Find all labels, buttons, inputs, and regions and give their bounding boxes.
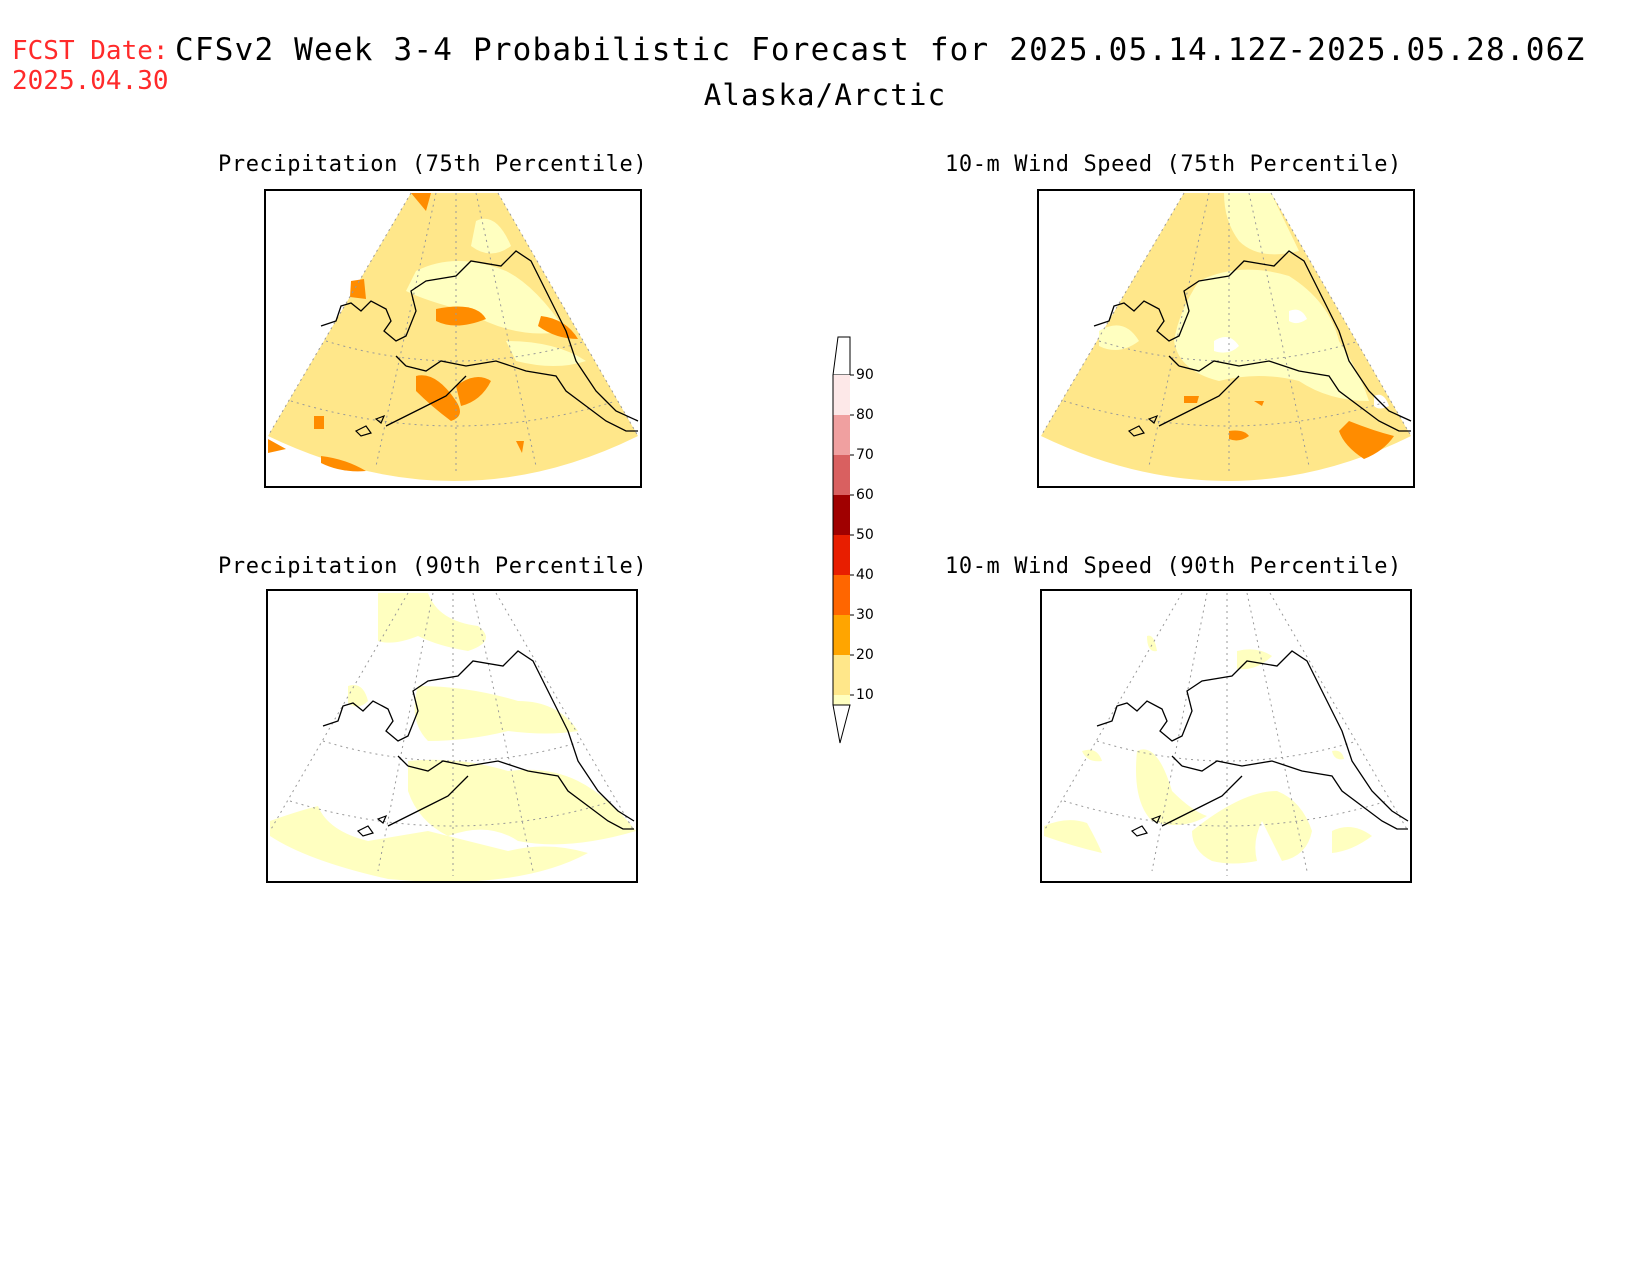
- panel-title-wind-75: 10-m Wind Speed (75th Percentile): [945, 152, 1402, 177]
- map-wind-90: [1040, 589, 1412, 883]
- wind-90-fill-a: [1237, 649, 1272, 670]
- precip-75-fill-orange-i: [516, 441, 524, 453]
- map-precip-90-svg: [269, 592, 636, 881]
- page-subtitle: Alaska/Arctic: [703, 78, 947, 112]
- wind-75-graticule: [1040, 192, 1412, 471]
- wind-75-fill-orange-c: [1184, 396, 1199, 403]
- precip-75-fill-orange-g: [321, 456, 366, 472]
- panel-title-precip-75: Precipitation (75th Percentile): [218, 152, 648, 177]
- precip-75-fill-orange-a: [411, 193, 431, 211]
- precip-90-fill-b: [414, 686, 578, 741]
- precip-75-fill-orange-j: [268, 439, 286, 453]
- wind-90-fill-h: [1332, 750, 1344, 760]
- wind-90-fill-d: [1136, 749, 1207, 825]
- wind-75-fill-white-a: [1214, 337, 1239, 353]
- wind-75-fill-light-c: [1099, 325, 1139, 350]
- precip-90-coastline: [322, 650, 635, 830]
- map-wind-75: [1037, 189, 1415, 488]
- panel-title-precip-90: Precipitation (90th Percentile): [218, 554, 648, 579]
- map-precip-75: [264, 189, 642, 488]
- colorbar-swatch-20: [833, 655, 850, 695]
- wind-75-fill-white-c: [1374, 394, 1389, 409]
- precip-75-fill-light-b: [471, 218, 511, 254]
- wind-90-fill-b: [1147, 635, 1157, 652]
- wind-90-fill-e: [1192, 791, 1312, 864]
- colorbar-swatch-10: [833, 695, 850, 705]
- colorbar-bottom-cap: [832, 704, 851, 744]
- colorbar-top-cap: [832, 336, 851, 376]
- map-wind-90-svg: [1043, 592, 1409, 876]
- precip-75-islands: [354, 414, 386, 437]
- precip-75-fill-orange-f: [456, 377, 491, 406]
- colorbar: 90 80 70 60 50 40 30 20 10: [820, 335, 900, 749]
- precip-90-graticule: [269, 592, 635, 876]
- colorbar-swatch-70: [833, 455, 850, 495]
- precip-75-fill-orange-d: [350, 279, 366, 299]
- colorbar-label-50: 50: [856, 527, 874, 543]
- precip-90-fill-a: [378, 593, 486, 651]
- precip-75-fill-orange-c: [538, 316, 578, 339]
- colorbar-ticks: [850, 374, 854, 696]
- wind-75-islands: [1127, 414, 1159, 437]
- colorbar-label-40: 40: [856, 567, 874, 583]
- map-precip-75-svg: [267, 192, 639, 481]
- wind-75-fill-orange-d: [1254, 401, 1264, 406]
- wind-75-fill-light-b: [1224, 193, 1299, 255]
- precip-75-fill-orange-e: [416, 375, 460, 421]
- precip-75-fill-orange-h: [314, 416, 324, 429]
- wind-90-coastline: [1096, 650, 1409, 830]
- wind-90-fill-g: [1044, 820, 1102, 853]
- wind-90-fill-c: [1082, 749, 1102, 762]
- panel-title-wind-90: 10-m Wind Speed (90th Percentile): [945, 554, 1402, 579]
- colorbar-label-30: 30: [856, 607, 874, 623]
- precip-90-fill-d: [270, 806, 588, 881]
- colorbar-swatch-60: [833, 495, 850, 535]
- precip-90-fill-e: [348, 685, 368, 707]
- wind-90-graticule: [1043, 592, 1409, 876]
- colorbar-label-10: 10: [856, 687, 874, 703]
- wind-90-islands: [1130, 814, 1162, 837]
- map-wind-75-svg: [1040, 192, 1412, 481]
- colorbar-svg: [832, 336, 854, 744]
- precip-75-graticule: [267, 192, 639, 471]
- wind-75-coastline: [1093, 250, 1412, 432]
- precip-75-coastline: [320, 250, 639, 432]
- precip-75-fill-light-c: [506, 341, 586, 366]
- precip-90-fill-c: [408, 759, 636, 845]
- forecast-date-block: FCST Date: 2025.04.30: [12, 36, 169, 96]
- wind-75-fill-light-a: [1174, 269, 1369, 401]
- wind-90-fill-f: [1332, 827, 1372, 853]
- colorbar-swatch-50: [833, 535, 850, 575]
- colorbar-label-90: 90: [856, 367, 874, 383]
- precip-75-fill-light-a: [406, 261, 566, 334]
- wind-75-fill-orange-a: [1339, 421, 1394, 459]
- map-precip-90: [266, 589, 638, 883]
- colorbar-label-80: 80: [856, 407, 874, 423]
- precip-75-fill-base: [268, 193, 638, 481]
- colorbar-swatch-90: [833, 375, 850, 415]
- precip-75-fill-orange-b: [436, 306, 486, 326]
- wind-75-fill-orange-b: [1229, 430, 1249, 441]
- colorbar-label-20: 20: [856, 647, 874, 663]
- colorbar-label-70: 70: [856, 447, 874, 463]
- page-title: CFSv2 Week 3-4 Probabilistic Forecast fo…: [175, 32, 1586, 68]
- colorbar-label-60: 60: [856, 487, 874, 503]
- precip-90-islands: [356, 814, 388, 837]
- colorbar-swatch-40: [833, 575, 850, 615]
- colorbar-swatch-80: [833, 415, 850, 455]
- colorbar-swatch-30: [833, 615, 850, 655]
- forecast-date-label: FCST Date:: [12, 36, 169, 66]
- forecast-date-value: 2025.04.30: [12, 66, 169, 96]
- wind-75-fill-white-b: [1289, 309, 1307, 324]
